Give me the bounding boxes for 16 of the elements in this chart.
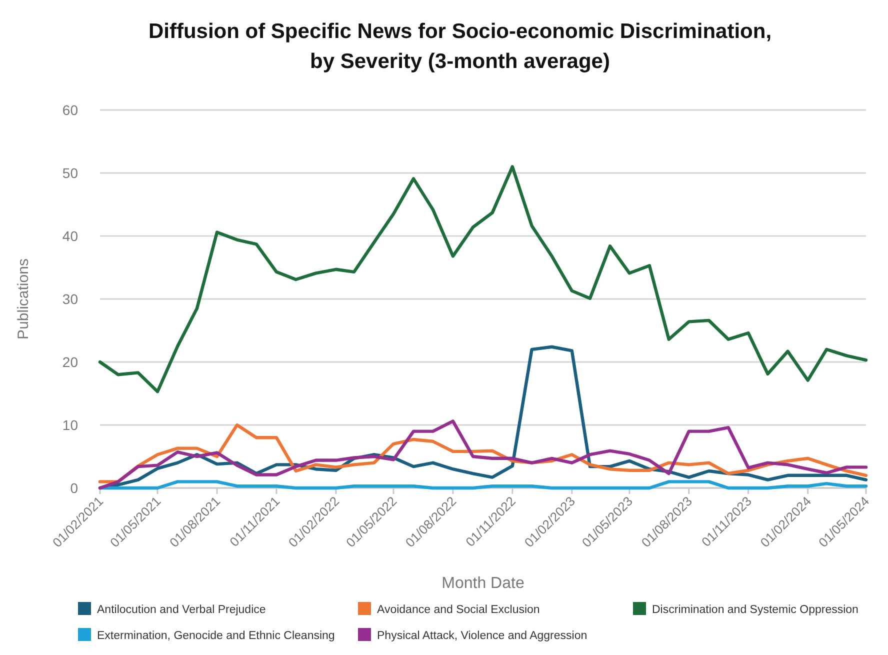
y-tick-label: 0: [70, 480, 78, 496]
legend-label: Antilocution and Verbal Prejudice: [97, 604, 266, 616]
y-tick-label: 50: [62, 165, 78, 181]
legend-label: Avoidance and Social Exclusion: [377, 604, 540, 616]
chart-title: Diffusion of Specific News for Socio-economic Discrimination, by Severity (3-month average): [148, 20, 772, 73]
y-tick-label: 30: [62, 291, 78, 307]
y-tick-label: 20: [62, 354, 78, 370]
y-axis-title: Publications: [15, 258, 32, 340]
x-axis-title: Month Date: [442, 575, 524, 592]
legend-label: Physical Attack, Violence and Aggression: [377, 630, 588, 642]
legend-label: Extermination, Genocide and Ethnic Cleansing: [97, 630, 335, 642]
legend-label: Discrimination and Systemic Oppression: [652, 604, 858, 616]
y-tick-label: 60: [62, 102, 78, 118]
y-tick-label: 40: [62, 228, 78, 244]
line-series: [98, 165, 868, 394]
y-tick-label: 10: [62, 417, 78, 433]
